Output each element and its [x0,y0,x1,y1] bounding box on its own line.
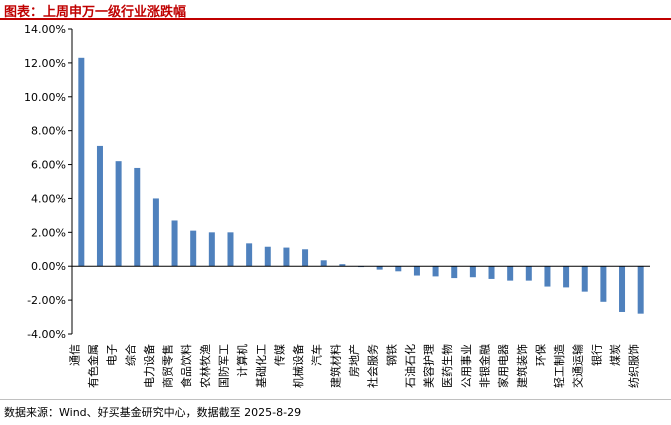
x-tick-label: 有色金属 [86,344,100,388]
bar-3 [115,161,122,267]
bar-4 [134,167,141,267]
footer-divider [0,399,671,400]
bar-5 [152,198,159,267]
bar-26 [544,266,551,287]
x-tick-label: 社会服务 [366,344,380,388]
bar-31 [637,266,644,314]
x-tick-label: 交通运输 [571,344,585,388]
bar-29 [600,266,607,302]
bars [78,57,644,314]
x-tick-label: 美容护理 [422,344,436,388]
y-tick-label: 8.00% [31,125,66,138]
x-tick-label: 通信 [68,344,81,366]
x-tick-label: 商贸零售 [161,344,175,388]
x-tick-label: 汽车 [310,344,324,366]
y-tick-label: 2.00% [31,226,66,239]
source-note: 数据来源：Wind、好买基金研究中心，数据截至 2025-8-29 [4,406,302,419]
y-tick-label: 14.00% [24,23,66,36]
x-tick-label: 煤炭 [609,344,622,366]
x-tick-label: 纺织服饰 [627,344,641,388]
bar-17 [376,266,383,270]
y-tick-label: -4.00% [27,328,66,341]
bar-11 [264,246,271,267]
y-tick-label: -2.00% [27,294,66,307]
bar-20 [432,266,439,277]
x-tick-label: 食品饮料 [179,344,193,388]
bar-18 [395,266,402,272]
y-tick-label: 12.00% [24,57,66,70]
bar-7 [190,230,197,267]
chart-title: 图表：上周申万一级行业涨跌幅 [4,5,187,20]
y-tick-label: 6.00% [31,159,66,172]
x-tick-label: 房地产 [347,344,361,377]
x-tick-label: 农林牧渔 [198,344,212,388]
bar-19 [413,266,420,276]
bar-27 [563,266,570,288]
bar-2 [96,145,103,267]
x-axis: 通信 有色金属 电子 综合 电力设备 商贸零售 食品饮料 农林牧渔 国防军工 计算机 基础化工 传媒机… [68,265,650,388]
x-tick-label: 家用电器 [496,344,510,388]
x-tick-label: 机械设备 [291,344,305,388]
y-tick-label: 0.00% [31,260,66,273]
x-tick-label: 基础化工 [254,344,268,388]
x-tick-label: 环保 [533,344,547,366]
bar-15 [339,264,346,267]
x-tick-label: 计算机 [235,344,249,377]
bar-25 [525,266,532,281]
bar-1 [78,57,85,267]
x-tick-label: 轻工制造 [552,344,566,388]
bar-10 [246,243,253,267]
x-tick-label: 石油石化 [403,344,417,388]
y-axis: -4.00% -2.00% 0.00% 2.00% 4.00% 6.00% 8.00% 10.… [24,23,73,341]
x-tick-label: 银行 [589,344,603,366]
bar-24 [507,266,514,281]
x-tick-label: 建筑装饰 [515,344,529,388]
x-tick-label: 综合 [123,344,137,366]
bar-9 [227,232,234,267]
y-tick-label: 4.00% [31,192,66,205]
x-tick-label: 医药生物 [440,344,454,388]
x-tick-label: 国防军工 [216,344,230,388]
bar-23 [488,266,495,279]
bar-12 [283,247,290,267]
x-tick-label: 公用事业 [460,344,473,388]
x-tick-label: 非银金融 [478,344,492,388]
x-tick-label: 钢铁 [385,344,398,366]
x-tick-label: 电力设备 [142,344,156,388]
bar-14 [320,260,327,267]
bar-30 [619,266,626,312]
title-bar: 图表：上周申万一级行业涨跌幅 [0,0,671,20]
bar-8 [208,232,215,267]
bar-13 [302,249,309,267]
x-tick-label: 传媒 [273,344,286,366]
bar-6 [171,220,178,267]
bar-22 [469,266,476,278]
x-tick-label: 建筑材料 [328,344,342,388]
bar-21 [451,266,458,279]
bar-28 [581,266,588,292]
x-tick-label: 电子 [106,344,119,366]
y-tick-label: 10.00% [24,91,66,104]
